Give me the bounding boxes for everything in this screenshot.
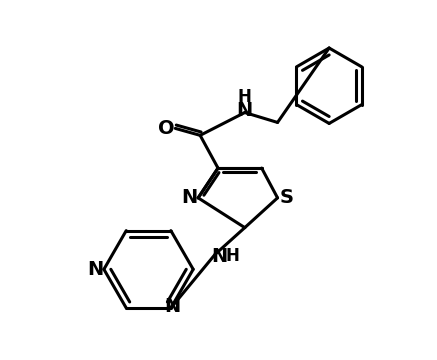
Text: N: N <box>87 260 103 279</box>
Text: N: N <box>165 297 181 316</box>
Text: N: N <box>237 101 253 120</box>
Text: O: O <box>158 119 175 138</box>
Text: N: N <box>181 188 198 207</box>
Text: S: S <box>280 188 294 207</box>
Text: N: N <box>211 247 227 266</box>
Text: H: H <box>238 87 252 105</box>
Text: H: H <box>226 247 240 265</box>
